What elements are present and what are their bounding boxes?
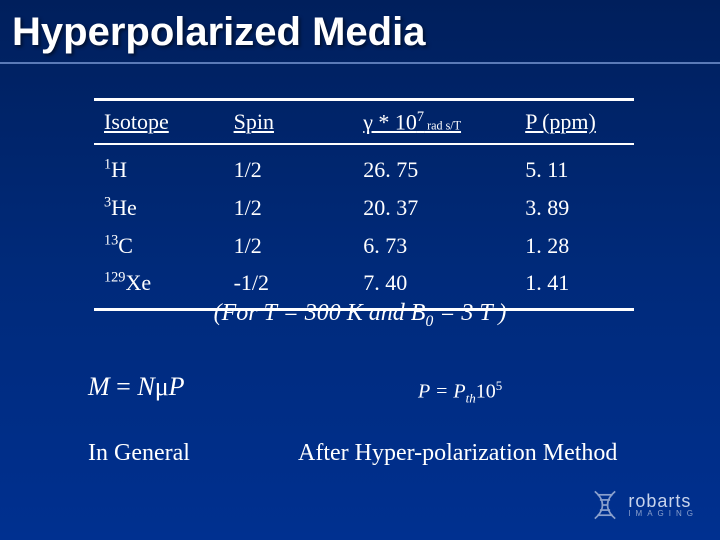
label-in-general: In General bbox=[88, 440, 190, 467]
table-row: 1H 1/2 26. 75 5. 11 bbox=[94, 144, 634, 189]
eq-n: N bbox=[137, 372, 154, 401]
cell-spin: 1/2 bbox=[224, 227, 354, 265]
col-isotope: Isotope bbox=[94, 101, 224, 144]
col-gamma: γ * 107 rad s/T bbox=[353, 101, 515, 144]
cell-gamma: 26. 75 bbox=[353, 144, 515, 189]
eq2-exp: 5 bbox=[496, 378, 503, 393]
table-row: 3He 1/2 20. 37 3. 89 bbox=[94, 189, 634, 227]
isotope-table-wrap: Isotope Spin γ * 107 rad s/T P (ppm) 1H … bbox=[94, 98, 634, 311]
logo-text: robarts IMAGING bbox=[628, 493, 698, 516]
isotope-table: Isotope Spin γ * 107 rad s/T P (ppm) 1H … bbox=[94, 101, 634, 308]
slide-title: Hyperpolarized Media bbox=[12, 10, 425, 55]
iso-sup: 13 bbox=[104, 232, 118, 248]
iso-el: He bbox=[111, 195, 137, 220]
eq2-a: P = P bbox=[418, 381, 466, 403]
col-spin: Spin bbox=[224, 101, 354, 144]
cell-spin: 1/2 bbox=[224, 189, 354, 227]
cell-p: 5. 11 bbox=[515, 144, 634, 189]
cell-p: 1. 28 bbox=[515, 227, 634, 265]
eq2-ten: 10 bbox=[476, 381, 496, 403]
caption-suffix: = 3 T ) bbox=[433, 300, 506, 326]
cell-gamma: 6. 73 bbox=[353, 227, 515, 265]
eq-p: P bbox=[169, 372, 185, 401]
cell-spin: 1/2 bbox=[224, 144, 354, 189]
cell-isotope: 1H bbox=[94, 144, 224, 189]
logo-unit: IMAGING bbox=[628, 510, 698, 517]
gamma-prefix: γ * 10 bbox=[363, 109, 417, 134]
robarts-logo: robarts IMAGING bbox=[588, 488, 698, 522]
eq-mu: μ bbox=[155, 372, 169, 401]
logo-brand: robarts bbox=[628, 493, 698, 509]
table-row: 13C 1/2 6. 73 1. 28 bbox=[94, 227, 634, 265]
cell-isotope: 13C bbox=[94, 227, 224, 265]
cell-gamma: 20. 37 bbox=[353, 189, 515, 227]
eq-eq: = bbox=[110, 372, 138, 401]
eq2-th: th bbox=[466, 391, 476, 406]
caption: (For T = 300 K and B0 = 3 T ) bbox=[0, 300, 720, 331]
iso-sup: 129 bbox=[104, 270, 125, 286]
eq-m: M bbox=[88, 372, 110, 401]
equation-general: M = NμP bbox=[88, 372, 185, 402]
iso-el: C bbox=[118, 233, 133, 258]
equation-hyperpol: P = Pth105 bbox=[418, 378, 502, 407]
dna-icon bbox=[588, 488, 622, 522]
cell-p: 3. 89 bbox=[515, 189, 634, 227]
label-after-method: After Hyper-polarization Method bbox=[298, 440, 617, 467]
title-divider bbox=[0, 62, 720, 64]
iso-el: H bbox=[111, 157, 127, 182]
iso-el: Xe bbox=[125, 270, 151, 295]
gamma-exp: 7 bbox=[417, 109, 424, 125]
cell-isotope: 3He bbox=[94, 189, 224, 227]
caption-prefix: (For T = 300 K and B bbox=[214, 300, 426, 326]
col-p: P (ppm) bbox=[515, 101, 634, 144]
gamma-unit: rad s/T bbox=[424, 118, 461, 132]
